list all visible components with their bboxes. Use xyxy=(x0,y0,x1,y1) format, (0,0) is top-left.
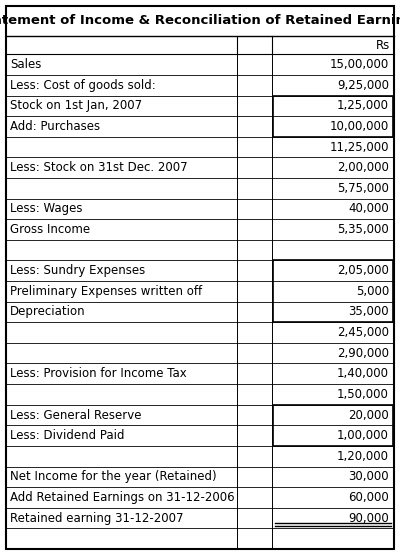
Text: Add Retained Earnings on 31-12-2006: Add Retained Earnings on 31-12-2006 xyxy=(10,491,235,504)
Text: 2,90,000: 2,90,000 xyxy=(337,347,389,360)
Text: Less: Stock on 31st Dec. 2007: Less: Stock on 31st Dec. 2007 xyxy=(10,161,188,174)
Text: 11,25,000: 11,25,000 xyxy=(330,140,389,154)
Text: Less: Dividend Paid: Less: Dividend Paid xyxy=(10,429,124,442)
Text: 1,00,000: 1,00,000 xyxy=(337,429,389,442)
Bar xyxy=(273,95,392,137)
Text: Less: Wages: Less: Wages xyxy=(10,203,82,215)
Text: 1,40,000: 1,40,000 xyxy=(337,367,389,380)
Text: Stock on 1st Jan, 2007: Stock on 1st Jan, 2007 xyxy=(10,99,142,112)
Text: 15,00,000: 15,00,000 xyxy=(330,58,389,71)
Text: 30,000: 30,000 xyxy=(348,470,389,483)
Text: 35,000: 35,000 xyxy=(348,305,389,319)
Text: Less: General Reserve: Less: General Reserve xyxy=(10,408,142,422)
Text: 2,45,000: 2,45,000 xyxy=(337,326,389,339)
Text: Sales: Sales xyxy=(10,58,41,71)
Text: Retained earning 31-12-2007: Retained earning 31-12-2007 xyxy=(10,512,184,524)
Text: 2,05,000: 2,05,000 xyxy=(337,264,389,278)
Text: Less: Sundry Expenses: Less: Sundry Expenses xyxy=(10,264,145,278)
Text: Less: Cost of goods sold:: Less: Cost of goods sold: xyxy=(10,79,156,92)
Text: Add: Purchases: Add: Purchases xyxy=(10,120,100,133)
Text: 40,000: 40,000 xyxy=(348,203,389,215)
Text: 20,000: 20,000 xyxy=(348,408,389,422)
Bar xyxy=(273,405,392,446)
Text: Statement of Income & Reconciliation of Retained Earnings: Statement of Income & Reconciliation of … xyxy=(0,14,400,27)
Text: Gross Income: Gross Income xyxy=(10,223,90,236)
Text: 5,75,000: 5,75,000 xyxy=(337,182,389,195)
Text: Rs: Rs xyxy=(376,39,390,52)
Text: 1,50,000: 1,50,000 xyxy=(337,388,389,401)
Text: Preliminary Expenses written off: Preliminary Expenses written off xyxy=(10,285,202,298)
Text: 5,35,000: 5,35,000 xyxy=(337,223,389,236)
Text: 2,00,000: 2,00,000 xyxy=(337,161,389,174)
Text: Depreciation: Depreciation xyxy=(10,305,86,319)
Text: 90,000: 90,000 xyxy=(348,512,389,524)
Text: 10,00,000: 10,00,000 xyxy=(330,120,389,133)
Text: 9,25,000: 9,25,000 xyxy=(337,79,389,92)
Text: Less: Provision for Income Tax: Less: Provision for Income Tax xyxy=(10,367,187,380)
Text: 1,25,000: 1,25,000 xyxy=(337,99,389,112)
Text: Net Income for the year (Retained): Net Income for the year (Retained) xyxy=(10,470,217,483)
Bar xyxy=(273,260,392,322)
Text: 5,000: 5,000 xyxy=(356,285,389,298)
Text: 1,20,000: 1,20,000 xyxy=(337,450,389,463)
Text: 60,000: 60,000 xyxy=(348,491,389,504)
